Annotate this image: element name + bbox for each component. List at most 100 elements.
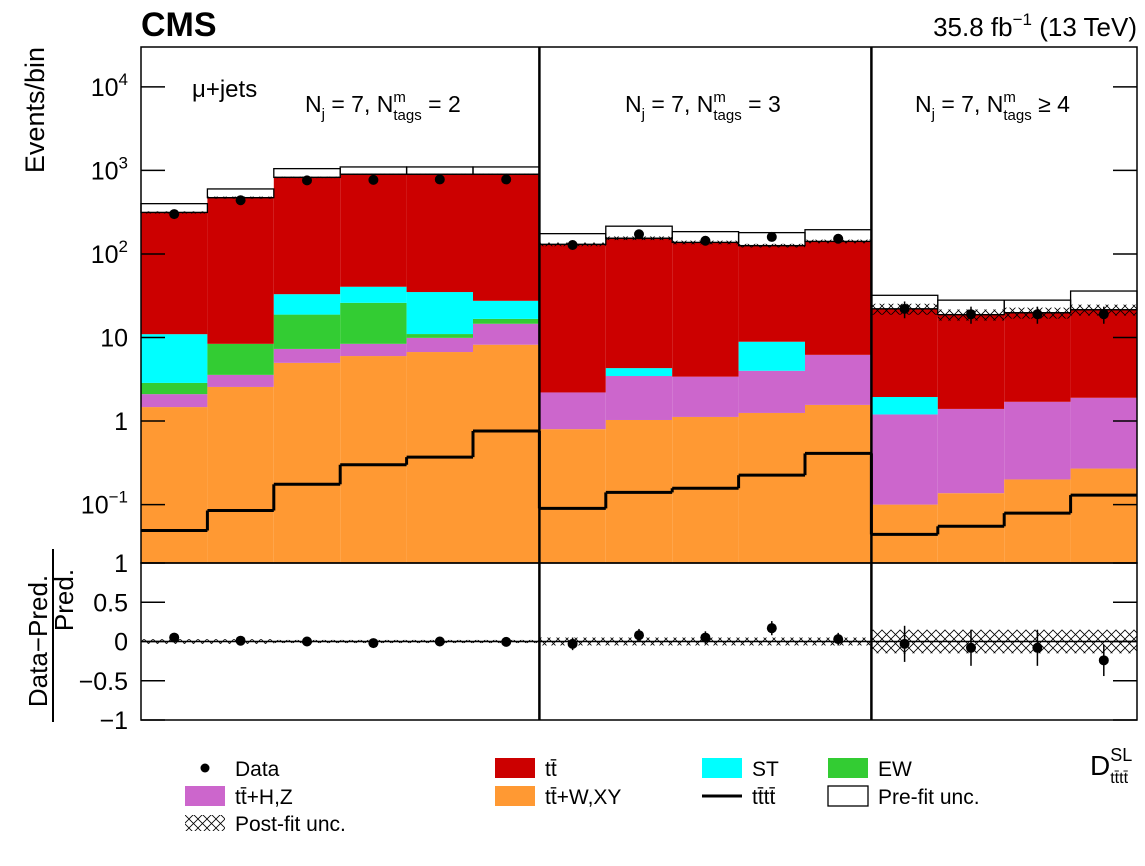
ratio-point [700, 632, 711, 643]
stack-segment [473, 300, 540, 319]
legend-swatch [495, 758, 535, 778]
stack-segment [871, 414, 938, 505]
legend-label: tt̄ [545, 758, 557, 781]
region-n-sub: j [641, 106, 645, 123]
region-rel: = 2 [422, 91, 461, 117]
ratio-point [634, 630, 644, 641]
stack-segment [473, 344, 540, 563]
stack-segment [1070, 468, 1137, 563]
stack-segment [1070, 397, 1137, 469]
legend-swatch [702, 758, 742, 778]
region-n-sub: j [931, 106, 935, 123]
stack-segment [340, 302, 407, 344]
y-tick-label: 10−1 [81, 488, 128, 520]
region-n: N [915, 91, 932, 117]
stack-segment [207, 197, 274, 344]
region-m-sub: tags [713, 107, 741, 124]
stack-segment [805, 354, 872, 405]
data-point [833, 233, 844, 244]
stack-segment [1004, 401, 1071, 480]
stack-segment [473, 323, 540, 345]
region-m-sup: m [713, 89, 726, 106]
lumi-label: 35.8 fb−1 (13 TeV) [933, 10, 1137, 42]
data-point [434, 174, 445, 185]
y-tick-label: 102 [91, 237, 128, 269]
stack-segment [141, 407, 208, 563]
stack-segment [605, 238, 673, 369]
stack-segment [141, 334, 208, 383]
ratio-point [833, 634, 844, 645]
x-label-sub: tt̄tt̄ [1110, 770, 1128, 787]
lumi-sup: −1 [1013, 10, 1032, 29]
y-tick-base: 10 [100, 325, 128, 353]
legend-marker [200, 763, 210, 773]
ratio-point [567, 638, 578, 649]
y-tick-base: 10 [91, 241, 119, 269]
stack-segment [871, 308, 938, 398]
stack-segment [141, 394, 208, 408]
stack-segment [539, 244, 606, 393]
y-tick-label: 104 [91, 70, 128, 102]
stack-segment [473, 174, 540, 301]
ratio-point [169, 632, 180, 643]
ratio-point [501, 636, 512, 647]
stack-segment [539, 429, 606, 563]
stack-segment [406, 174, 473, 293]
experiment-label: CMS [141, 6, 217, 44]
y-tick-exp: 3 [119, 153, 128, 172]
data-point [235, 195, 246, 206]
stack-segment [207, 386, 274, 563]
region-n-sub: j [321, 106, 325, 123]
ratio-y-tick-label: −0.5 [79, 668, 128, 696]
region-m-sup: m [393, 89, 406, 106]
channel-label: μ+jets [192, 76, 257, 103]
legend-label: Pre-fit unc. [878, 786, 980, 809]
legend-label: ST [752, 758, 779, 781]
stack-segment [738, 370, 805, 413]
y-tick-exp: −1 [109, 488, 128, 507]
stack-segment [605, 368, 673, 377]
data-point [700, 235, 711, 246]
ratio-point [766, 623, 777, 634]
stack-segment [273, 348, 341, 363]
region-n: N [625, 91, 642, 117]
x-label-main: D [1090, 750, 1110, 781]
stack-segment [672, 416, 739, 563]
stack-segment [937, 493, 1005, 563]
stack-segment [937, 408, 1005, 494]
legend-swatch [185, 786, 225, 806]
y-tick-exp: 2 [119, 237, 128, 256]
ratio-y-tick-label: 1 [114, 550, 128, 578]
region-label: Nj = 7, Nm tags = 2 [305, 89, 461, 124]
ratio-point [966, 642, 976, 653]
region-m-sub: tags [393, 107, 421, 124]
x-axis-label: DSL tt̄tt̄ [1090, 745, 1132, 787]
stack-segment [738, 245, 805, 342]
stack-segment [273, 177, 341, 295]
lumi-suffix: (13 TeV) [1032, 12, 1137, 42]
region-m-sub: tags [1003, 107, 1031, 124]
stack-segment [207, 374, 274, 387]
y-tick-base: 10 [91, 74, 119, 102]
ratio-point [235, 635, 246, 646]
stack-segment [340, 356, 407, 563]
y-axis-label: Events/bin [20, 47, 50, 173]
ratio-point [1032, 642, 1043, 653]
stack-segment [273, 362, 341, 563]
ratio-ylabel-den: Pred. [49, 569, 79, 631]
stack-segment [141, 382, 208, 395]
y-tick-label: 103 [91, 153, 128, 185]
stack-segment [539, 392, 606, 430]
stack-segment [805, 404, 872, 563]
y-tick-label: 10 [100, 325, 128, 353]
stack-segment [141, 212, 208, 335]
stack-segment [1004, 479, 1071, 563]
data-point [634, 229, 644, 240]
ratio-point [302, 636, 312, 647]
stack-segment [207, 343, 274, 375]
ratio-point [434, 636, 445, 647]
data-point [1098, 309, 1109, 320]
data-point [501, 174, 512, 185]
ratio-y-tick-label: −1 [99, 707, 128, 735]
